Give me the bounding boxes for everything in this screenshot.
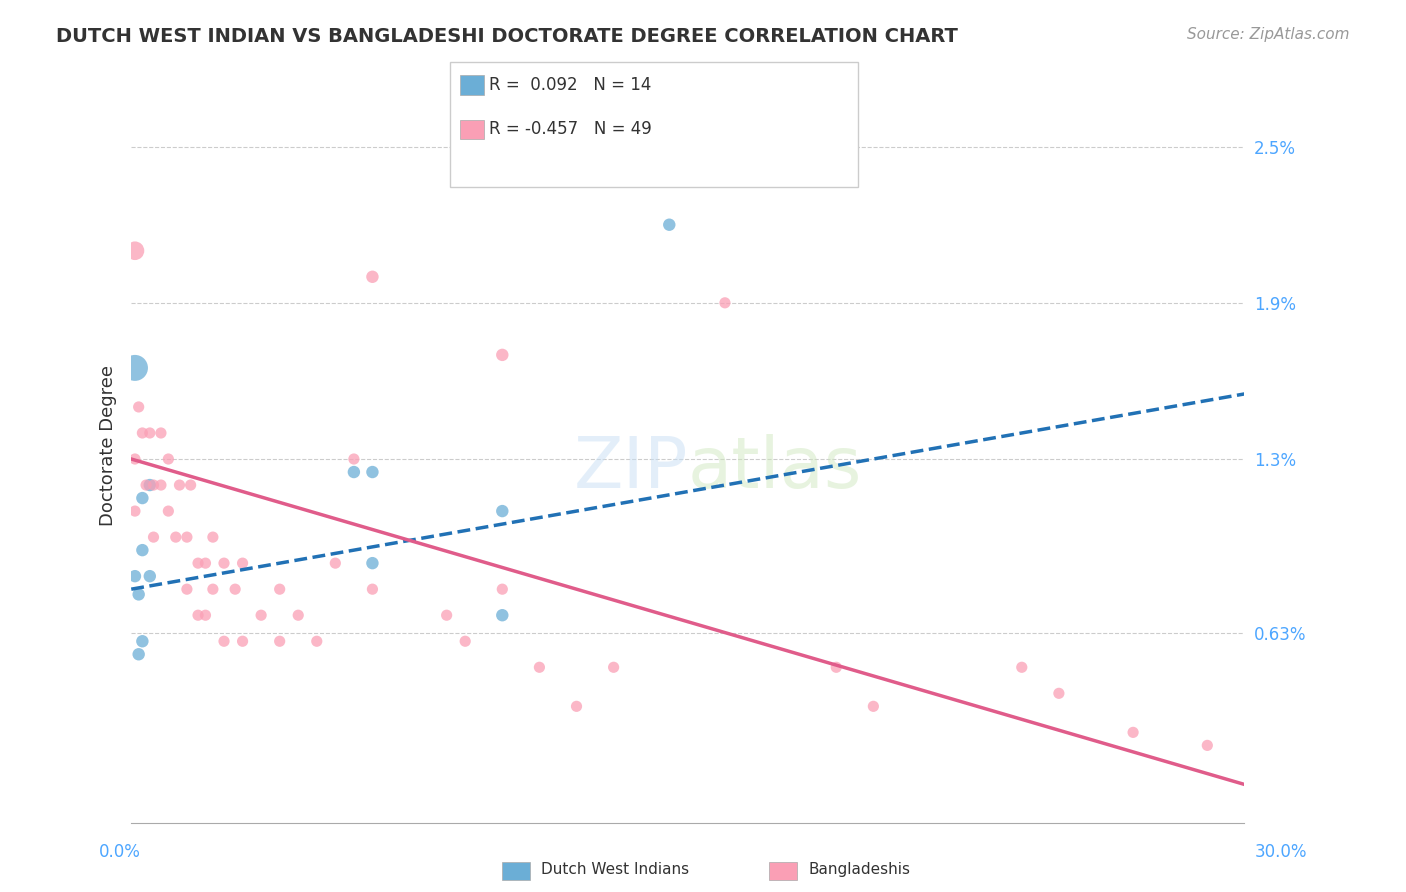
Point xyxy=(269,582,291,597)
Point xyxy=(454,634,477,648)
Point xyxy=(124,504,146,518)
Point xyxy=(139,425,162,440)
Point xyxy=(131,634,153,648)
Text: Source: ZipAtlas.com: Source: ZipAtlas.com xyxy=(1187,27,1350,42)
Point xyxy=(714,295,737,310)
Point xyxy=(124,452,146,467)
Point xyxy=(201,582,224,597)
Text: Dutch West Indians: Dutch West Indians xyxy=(541,863,689,877)
Text: R =  0.092   N = 14: R = 0.092 N = 14 xyxy=(489,76,651,94)
Point xyxy=(224,582,246,597)
Point xyxy=(1197,739,1219,753)
Point xyxy=(491,504,513,518)
Point xyxy=(187,556,209,570)
Point xyxy=(176,582,198,597)
Point xyxy=(131,491,153,505)
Point xyxy=(201,530,224,544)
Point xyxy=(149,425,172,440)
Point xyxy=(139,478,162,492)
Point xyxy=(128,647,150,661)
Point xyxy=(1011,660,1033,674)
Point xyxy=(131,425,153,440)
Point xyxy=(305,634,328,648)
Point xyxy=(169,478,191,492)
Point xyxy=(862,699,884,714)
Point xyxy=(194,556,217,570)
Point xyxy=(139,569,162,583)
Point xyxy=(343,452,366,467)
Text: DUTCH WEST INDIAN VS BANGLADESHI DOCTORATE DEGREE CORRELATION CHART: DUTCH WEST INDIAN VS BANGLADESHI DOCTORA… xyxy=(56,27,957,45)
Point xyxy=(180,478,202,492)
Point xyxy=(128,400,150,414)
Text: Bangladeshis: Bangladeshis xyxy=(808,863,911,877)
Point xyxy=(361,582,384,597)
Point xyxy=(529,660,551,674)
Point xyxy=(157,452,180,467)
Text: 0.0%: 0.0% xyxy=(98,843,141,861)
Point xyxy=(565,699,588,714)
Point xyxy=(491,582,513,597)
Point xyxy=(232,556,254,570)
Point xyxy=(658,218,681,232)
Point xyxy=(212,634,235,648)
Point xyxy=(1122,725,1144,739)
Point xyxy=(187,608,209,623)
Point xyxy=(343,465,366,479)
Point xyxy=(176,530,198,544)
Point xyxy=(323,556,346,570)
Point xyxy=(436,608,458,623)
Point xyxy=(142,530,165,544)
Point xyxy=(491,608,513,623)
Point xyxy=(128,587,150,601)
Point xyxy=(131,543,153,558)
Point xyxy=(157,504,180,518)
Point xyxy=(250,608,273,623)
Text: R = -0.457   N = 49: R = -0.457 N = 49 xyxy=(489,120,652,138)
Point xyxy=(269,634,291,648)
Point xyxy=(491,348,513,362)
Point xyxy=(287,608,309,623)
Text: 30.0%: 30.0% xyxy=(1256,843,1308,861)
Text: ZIP: ZIP xyxy=(574,434,688,503)
Point xyxy=(135,478,157,492)
Text: atlas: atlas xyxy=(688,434,862,503)
Point xyxy=(232,634,254,648)
Y-axis label: Doctorate Degree: Doctorate Degree xyxy=(100,366,117,526)
Point xyxy=(602,660,624,674)
Point xyxy=(142,478,165,492)
Point xyxy=(124,360,146,375)
Point xyxy=(825,660,848,674)
Point xyxy=(194,608,217,623)
Point xyxy=(212,556,235,570)
Point xyxy=(1047,686,1070,700)
Point xyxy=(124,244,146,258)
Point xyxy=(124,569,146,583)
Point xyxy=(361,465,384,479)
Point xyxy=(149,478,172,492)
Point xyxy=(361,556,384,570)
Point xyxy=(165,530,187,544)
Point xyxy=(361,269,384,284)
